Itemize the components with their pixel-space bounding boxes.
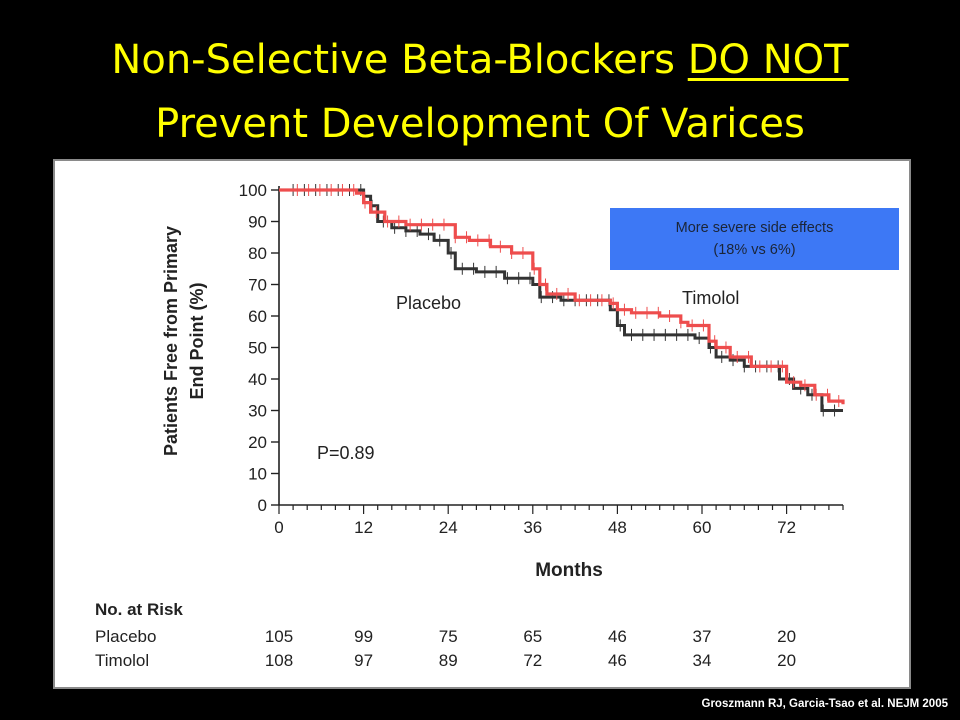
risk-count-timolol: 46 [608,651,627,670]
kaplan-meier-chart: 0 10 20 30 40 50 60 70 80 90 100 0 12 24 36 48 60 72 Mont… [95,181,845,670]
x-axis-label: Months [535,560,603,581]
callout-line2: (18% vs 6%) [713,242,796,258]
y-tick-label: 0 [258,496,267,515]
risk-count-placebo: 65 [523,627,542,646]
y-tick-label: 20 [248,433,267,452]
risk-table: No. at Risk Placebo Timolol 105 99 75 65 46 3… [95,600,796,670]
slide-title-line1: Non-Selective Beta-Blockers DO NOT [0,32,960,88]
y-tick-label: 60 [248,307,267,326]
y-axis-label-line1: Patients Free from Primary [161,226,181,456]
y-tick-label: 90 [248,213,267,232]
risk-count-timolol: 34 [693,651,712,670]
title-plain-text: Non-Selective Beta-Blockers [111,37,688,83]
risk-count-timolol: 97 [354,651,373,670]
y-tick-label: 100 [239,181,267,200]
x-tick-label: 12 [354,518,373,537]
x-tick-label: 48 [608,518,627,537]
side-effects-callout: More severe side effects (18% vs 6%) [610,208,899,270]
axis-ticks: 0 10 20 30 40 50 60 70 80 90 100 0 12 24 36 48 60 72 [239,181,844,537]
risk-count-placebo: 46 [608,627,627,646]
series-label-placebo: Placebo [396,293,461,313]
x-tick-label: 0 [274,518,283,537]
x-tick-label: 24 [439,518,458,537]
risk-count-timolol: 108 [265,651,293,670]
risk-row-label: Timolol [95,651,149,670]
x-tick-label: 36 [523,518,542,537]
risk-table-header: No. at Risk [95,600,183,619]
y-tick-label: 50 [248,339,267,358]
title-emphasis-text: DO NOT [687,37,849,83]
citation-credit: Groszmann RJ, Garcia-Tsao et al. NEJM 20… [701,698,949,710]
callout-line1: More severe side effects [675,220,834,236]
figure-panel: 0 10 20 30 40 50 60 70 80 90 100 0 12 24 36 48 60 72 Mont… [53,159,911,689]
series-label-timolol: Timolol [682,288,739,308]
x-tick-label: 72 [777,518,796,537]
y-tick-label: 70 [248,276,267,295]
p-value-annotation: P=0.89 [317,443,375,463]
y-tick-label: 80 [248,244,267,263]
y-tick-label: 10 [248,465,267,484]
survival-curves [279,184,845,417]
curve-timolol [279,188,845,405]
y-tick-label: 40 [248,370,267,389]
risk-count-timolol: 89 [439,651,458,670]
risk-count-placebo: 20 [777,627,796,646]
x-tick-label: 60 [693,518,712,537]
risk-count-placebo: 105 [265,627,293,646]
risk-count-timolol: 72 [523,651,542,670]
y-axis-label-line2: End Point (%) [187,283,207,400]
slide-title-line2: Prevent Development Of Varices [155,101,805,147]
risk-row-label: Placebo [95,627,156,646]
risk-count-placebo: 99 [354,627,373,646]
y-tick-label: 30 [248,402,267,421]
risk-count-placebo: 75 [439,627,458,646]
risk-count-timolol: 20 [777,651,796,670]
risk-count-placebo: 37 [693,627,712,646]
